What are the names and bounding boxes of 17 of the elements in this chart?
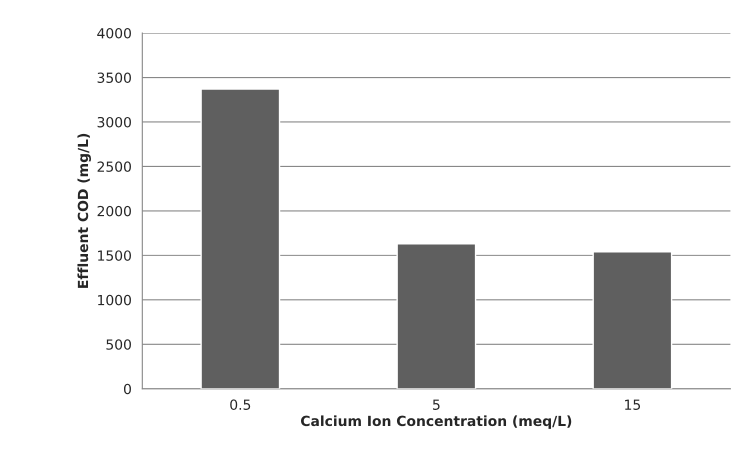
- bar: [592, 251, 672, 389]
- y-axis-title: Effluent COD (mg/L): [77, 134, 91, 288]
- x-axis-title: Calcium Ion Concentration (meq/L): [301, 415, 572, 429]
- y-tick-label: 3500: [98, 72, 131, 83]
- bar: [200, 88, 280, 389]
- x-tick-label: 5: [433, 400, 440, 410]
- bar: [396, 243, 476, 389]
- y-tick-label: 2000: [98, 206, 131, 216]
- y-tick-label: 2500: [98, 161, 131, 172]
- y-tick-label: 1000: [98, 294, 131, 306]
- y-tick-label: 1500: [98, 250, 131, 261]
- x-tick-label: 15: [625, 400, 640, 410]
- y-tick-label: 0: [124, 384, 131, 394]
- y-tick-label: 500: [106, 339, 131, 350]
- x-tick-label: 0.5: [230, 399, 250, 410]
- y-tick-label: 4000: [97, 28, 131, 39]
- y-tick-label: 3000: [98, 116, 131, 128]
